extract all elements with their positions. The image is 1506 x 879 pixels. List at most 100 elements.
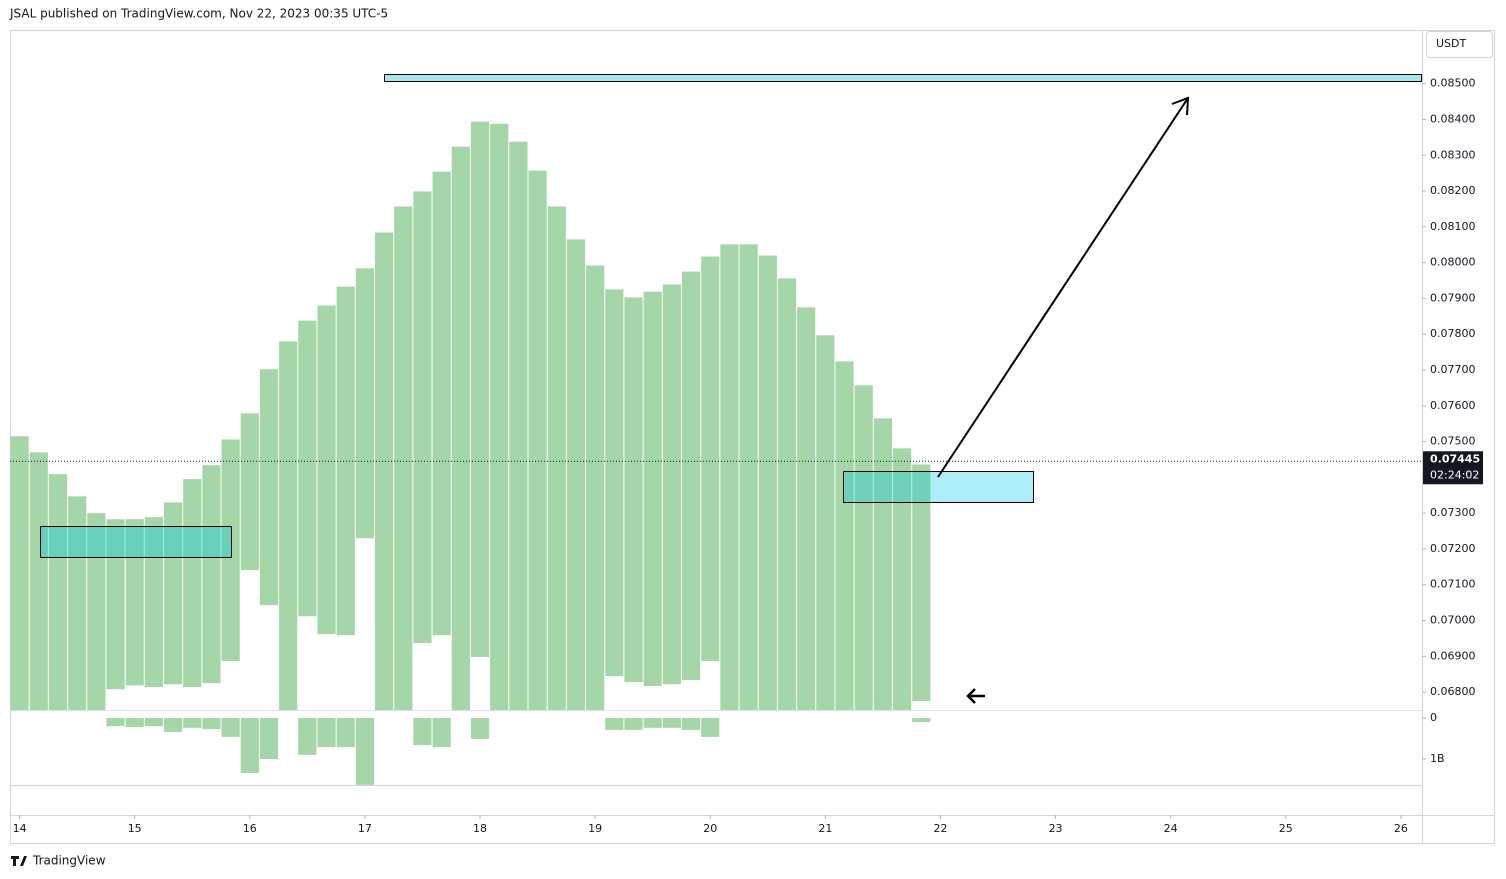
x-tick-label: 19 <box>588 822 602 835</box>
y-tick-label: 0.08400 <box>1430 112 1476 125</box>
price-bar <box>681 271 701 680</box>
price-bar <box>605 289 624 676</box>
volume-bar <box>470 718 490 739</box>
volume-bar <box>413 718 432 746</box>
price-bar <box>259 369 279 606</box>
zone-rect[interactable] <box>384 74 1422 82</box>
y-tick-label: 0.07100 <box>1430 578 1476 591</box>
countdown: 02:24:02 <box>1430 468 1479 481</box>
price-bar <box>221 439 240 661</box>
price-bar <box>394 206 413 710</box>
brand: TradingView <box>11 854 106 868</box>
price-bar <box>48 474 68 710</box>
arrow-head <box>1171 96 1190 116</box>
price-bar <box>547 206 566 710</box>
price-bar <box>106 519 125 690</box>
brand-name: TradingView <box>32 854 106 868</box>
price-bar <box>720 244 739 710</box>
price-bar <box>490 123 509 710</box>
volume-bar <box>681 718 701 730</box>
volume-bar <box>144 718 163 727</box>
currency-box[interactable] <box>1426 31 1493 58</box>
price-bar <box>144 517 163 688</box>
x-tick-label: 26 <box>1394 822 1408 835</box>
y-tick-label: 0.08200 <box>1430 184 1476 197</box>
price-bar <box>317 305 336 635</box>
price-bar <box>854 385 873 710</box>
price-bar <box>68 496 87 710</box>
volume-bar <box>701 718 720 737</box>
drawings <box>40 74 1422 704</box>
volume-bar <box>221 718 240 737</box>
price-bar <box>432 171 451 636</box>
volume-bar <box>106 718 125 727</box>
price-bar <box>375 232 394 710</box>
price-bar <box>163 502 183 685</box>
price-bar <box>87 513 106 710</box>
zone-rect[interactable] <box>40 526 232 558</box>
y-tick-label: 0.08000 <box>1430 256 1476 269</box>
price-bar <box>298 320 317 617</box>
price-bar <box>29 452 48 710</box>
price-bar <box>624 297 643 683</box>
x-tick-label: 18 <box>473 822 487 835</box>
y-tick-label: 0.08100 <box>1430 220 1476 233</box>
x-tick-label: 17 <box>358 822 372 835</box>
price-bar <box>279 341 298 710</box>
volume-bar <box>163 718 183 732</box>
x-tick-label: 16 <box>243 822 257 835</box>
price-bar <box>240 413 259 571</box>
y-tick-label: 0.07700 <box>1430 363 1476 376</box>
volume-bar <box>912 718 931 723</box>
y-tick-label: 0.06800 <box>1430 685 1476 698</box>
y-tick-label: 0.07500 <box>1430 435 1476 448</box>
price-bar <box>125 519 144 686</box>
price-bar <box>586 265 605 710</box>
price-bar <box>10 436 29 710</box>
price-bar <box>701 256 720 661</box>
y-tick-label: 0.07300 <box>1430 506 1476 519</box>
price-bar <box>758 255 777 710</box>
volume-bar <box>183 718 202 728</box>
price-bar <box>816 335 835 710</box>
price-bar <box>739 244 758 710</box>
volume-bar <box>202 718 221 730</box>
y2-tick-label: 1B <box>1430 752 1445 765</box>
volume-bar <box>298 718 317 755</box>
volume-bar <box>624 718 643 730</box>
volume-bar <box>336 718 355 748</box>
price-bar <box>528 170 547 710</box>
price-bar <box>566 239 586 711</box>
currency: USDT <box>1436 37 1467 50</box>
arrow-line[interactable] <box>937 97 1189 478</box>
y-tick-label: 0.07000 <box>1430 614 1476 627</box>
volume-bar <box>125 718 144 728</box>
price-bar <box>873 418 892 710</box>
price-bar <box>777 278 797 710</box>
volume-bar <box>355 718 375 785</box>
price-bar <box>202 465 221 684</box>
y-tick-label: 0.08300 <box>1430 148 1476 161</box>
x-tick-label: 20 <box>703 822 717 835</box>
brand-logo <box>11 856 27 866</box>
price-bar <box>912 464 931 702</box>
price-bar <box>336 286 355 636</box>
y-tick-label: 0.07800 <box>1430 327 1476 340</box>
price-bar <box>355 268 375 539</box>
y-tick-label: 0.07600 <box>1430 399 1476 412</box>
price-bar <box>509 141 528 711</box>
x-tick-label: 21 <box>818 822 832 835</box>
last-price-box <box>1423 451 1483 485</box>
x-tick-label: 22 <box>933 822 947 835</box>
y-tick-label: 0.07200 <box>1430 542 1476 555</box>
price-bar <box>470 121 490 658</box>
price-bar <box>893 448 912 710</box>
last-price-label: 0.07445 <box>1430 452 1480 465</box>
left-arrow[interactable] <box>966 688 985 704</box>
y2-tick-label: 0 <box>1430 711 1437 724</box>
volume-bar <box>259 718 279 760</box>
x-tick-label: 15 <box>128 822 142 835</box>
price-bar <box>451 146 470 710</box>
